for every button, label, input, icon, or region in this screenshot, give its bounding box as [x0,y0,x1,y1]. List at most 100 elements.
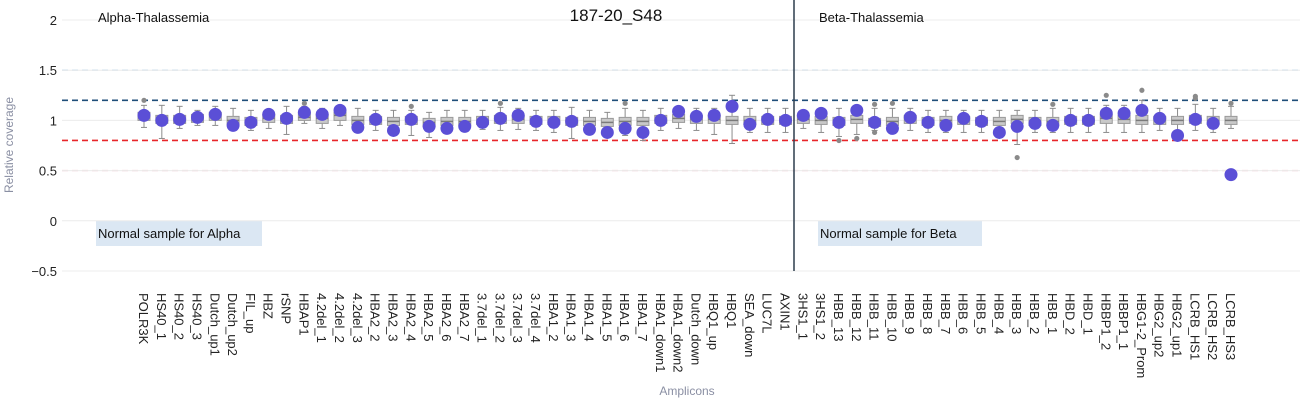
sample-point [1153,111,1167,125]
x-tick-label: HBB_8 [920,293,935,334]
sample-point [1171,128,1185,142]
x-tick-label: HS40_2 [172,293,187,340]
sample-point [1135,103,1149,117]
sample-point [315,107,329,121]
x-tick-label: HBA1_down2 [671,293,686,373]
outlier-point [1103,92,1109,98]
x-tick-label: HBB_10 [884,293,899,341]
x-tick-label: Dutch_up2 [225,293,240,356]
x-tick-label: HBA2_4 [403,293,418,341]
x-tick-label: 3HS1_2 [813,293,828,340]
sample-point [957,111,971,125]
sample-point [582,122,596,136]
sample-point [814,106,828,120]
outlier-point [622,100,628,106]
sample-point [404,112,418,126]
sample-point [1206,116,1220,130]
sample-point [868,115,882,129]
x-tick-label: HBA2_5 [421,293,436,341]
sample-title: 187-20_S48 [570,6,663,25]
outlier-point [141,97,147,103]
sample-point [1099,106,1113,120]
x-tick-label: FIL_up [243,293,258,333]
sample-point [173,112,187,126]
x-tick-label: 4.2del_2 [332,293,347,343]
sample-point [565,114,579,128]
sample-point [992,125,1006,139]
sample-point [654,113,668,127]
sample-point [743,117,757,131]
sample-point [618,121,632,135]
sample-point [939,118,953,132]
x-tick-label: LCRB_HS1 [1187,293,1202,360]
sample-point [1188,112,1202,126]
outlier-point [301,100,307,106]
y-tick-label: 1 [50,113,57,128]
sample-point [921,115,935,129]
sample-point [779,113,793,127]
x-tick-label: POLR3K [136,293,151,345]
sample-point [333,103,347,117]
x-tick-label: HBB_7 [938,293,953,334]
sample-point [600,125,614,139]
sample-points [137,99,1238,182]
sample-point [1010,119,1024,133]
sample-point [155,113,169,127]
sample-point [1028,116,1042,130]
y-tick-label: 1.5 [39,63,57,78]
sample-point [190,110,204,124]
x-tick-label: HBG2_up2 [1152,293,1167,357]
x-tick-label: HBZ [261,293,276,319]
x-tick-label: HBB_12 [849,293,864,341]
sample-point [1081,113,1095,127]
x-tick-label: HBB_4 [991,293,1006,334]
outlier-point [408,103,414,109]
sample-point [262,107,276,121]
sample-point [369,112,383,126]
y-axis: −0.5 0 0.5 1 1.5 2 [31,13,57,279]
sample-point [458,119,472,133]
x-tick-label: HBB_13 [831,293,846,341]
sample-point [529,114,543,128]
sample-point [832,115,846,129]
x-tick-label: HS40_1 [154,293,169,340]
sample-point [1117,106,1131,120]
x-tick-label: HBA2_3 [385,293,400,341]
note-box-alpha [96,221,262,246]
sample-point [761,112,775,126]
x-tick-label: LCRB_HS3 [1223,293,1238,360]
x-tick-label: SEA_down [742,293,757,357]
sample-point [476,115,490,129]
outlier-point [836,137,842,144]
sample-point [975,114,989,128]
sample-point [725,99,739,113]
sample-point [672,104,686,118]
sample-point [796,108,810,122]
outlier-point [497,100,503,106]
outlier-point [1050,101,1056,107]
outlier-point [872,101,878,107]
x-tick-label: HBA1_down1 [653,293,668,373]
x-axis-title: Amplicons [659,384,714,398]
sample-point [386,123,400,137]
sample-point [422,119,436,133]
x-tick-label: 3HS1_1 [795,293,810,340]
y-axis-title: Relative coverage [2,97,16,193]
x-tick-label: 3.7del_4 [528,293,543,343]
sample-point [903,110,917,124]
alpha-panel-label: Alpha-Thalassemia [98,10,210,25]
sample-point [1046,118,1060,132]
sample-point [689,109,703,123]
note-box-beta [818,221,982,246]
x-tick-label: HBA2_6 [439,293,454,341]
x-tick-label: HBD_1 [1080,293,1095,335]
sample-point [850,103,864,117]
outlier-point [1228,100,1234,106]
y-tick-label: 0.5 [39,164,57,179]
sample-point [280,111,294,125]
x-tick-label: HBA1_4 [581,293,596,341]
outlier-point [1192,93,1198,99]
x-tick-label: HBD_2 [1063,293,1078,335]
x-tick-label: HBB_1 [1045,293,1060,334]
